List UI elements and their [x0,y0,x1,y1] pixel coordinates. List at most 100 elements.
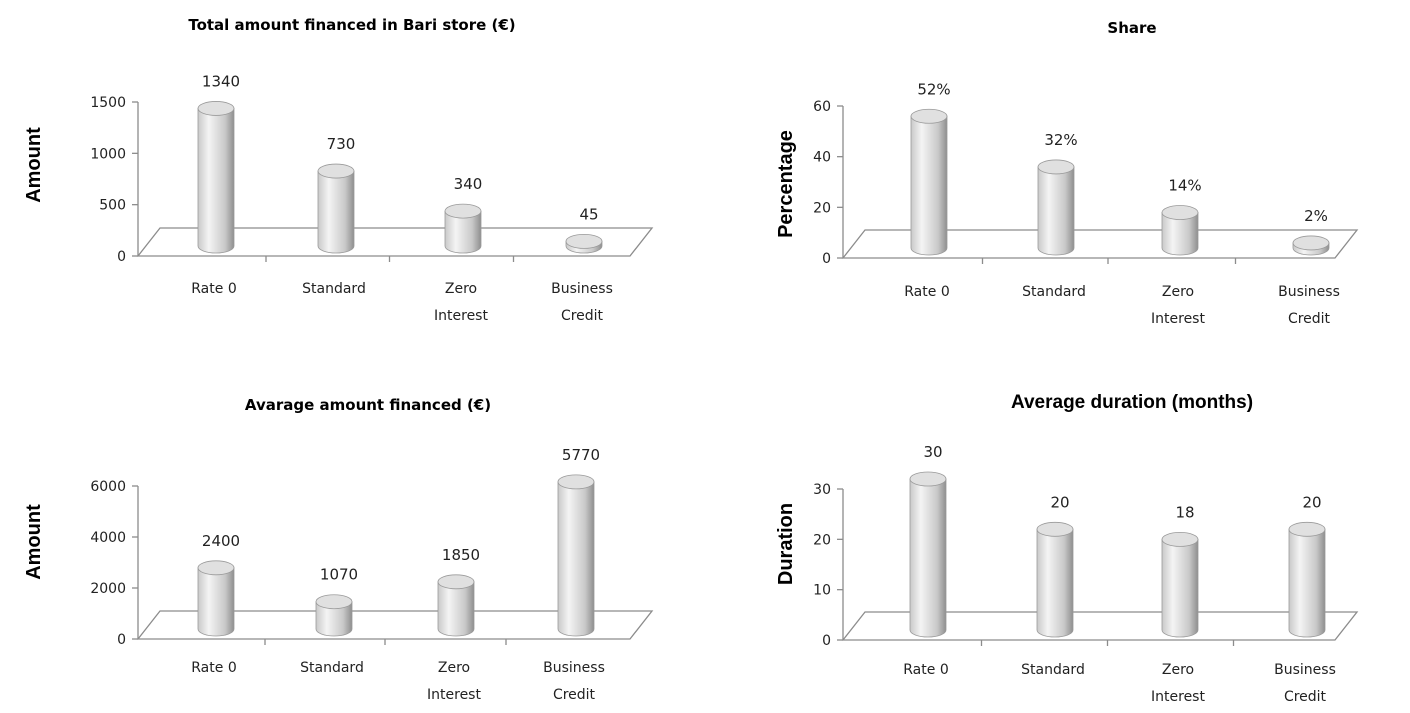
data-label: 730 [327,135,356,153]
bar-body [315,601,353,637]
data-label: 52% [917,80,950,98]
bar [315,594,353,637]
bar-body [910,115,948,256]
bar-top [909,471,947,487]
y-axis-label: Percentage [775,130,797,238]
chart-title: Total amount financed in Bari store (€) [188,16,515,34]
chart-total-amount: Total amount financed in Bari store (€) … [0,0,705,356]
bar-top [1037,159,1075,175]
y-tick-label: 6000 [90,479,126,495]
bar [1036,521,1074,638]
y-tick-label: 1000 [90,146,126,162]
chart-share-svg: Share Percentage 0 20 40 60 52% Rate 0 32% Stan… [775,19,1359,327]
data-label: 20 [1050,493,1069,511]
category-label: Zero [1162,284,1194,300]
bar [444,203,482,254]
chart-floor [136,610,654,640]
bar [1288,521,1326,638]
bar [1292,235,1330,256]
bar-body [1036,528,1074,638]
chart-floor [841,611,1359,641]
category-label: Interest [427,687,481,703]
data-label: 340 [454,175,483,193]
category-label: Standard [300,660,364,676]
bar-top [317,163,355,179]
category-label: Rate 0 [191,281,236,297]
bar [565,233,603,254]
bar-top [1292,235,1330,251]
bar-body [197,567,235,637]
category-label: Zero [1162,662,1194,678]
category-label: Business [1278,284,1340,300]
y-tick-label: 60 [813,99,831,115]
data-label: 5770 [562,446,600,464]
y-tick-label: 0 [822,251,831,267]
bar-top [1288,521,1326,537]
bar-top [1161,205,1199,220]
chart-share: Share Percentage 0 20 40 60 52% Rate 0 32% Stan… [705,0,1410,356]
chart-average-amount-svg: Avarage amount financed (€) Amount 0 2000… [23,396,654,703]
data-label: 1070 [320,566,358,584]
category-label: Rate 0 [904,284,949,300]
chart-average-duration: Average duration (months) Duration 0 10 20… [705,356,1410,712]
chart-title: Share [1107,19,1156,37]
category-label: Credit [1284,689,1327,705]
bar-body [557,481,595,637]
y-axis-label: Duration [775,503,797,585]
data-label: 1340 [202,72,240,90]
y-tick-label: 500 [99,198,126,214]
chart-floor [136,227,654,257]
bar-top [444,203,482,219]
bar [197,101,235,254]
bar-body [909,478,947,638]
bar [197,560,235,637]
y-tick-label: 4000 [90,530,126,546]
data-label: 20 [1302,493,1321,511]
chart-floor [841,229,1359,259]
y-tick-label: 40 [813,150,831,166]
y-tick-label: 20 [813,200,831,216]
category-label: Zero [445,281,477,297]
category-label: Business [543,660,605,676]
chart-total-amount-svg: Total amount financed in Bari store (€) … [23,16,654,324]
y-tick-label: 30 [813,482,831,498]
y-tick-label: 1500 [90,95,126,111]
bar [1161,531,1199,638]
bar-body [444,210,482,254]
y-axis-label: Amount [23,504,45,580]
bar-body [317,170,355,254]
category-label: Credit [1288,311,1331,327]
category-label: Business [551,281,613,297]
y-tick-label: 10 [813,583,831,599]
bar-top [910,108,948,124]
category-label: Standard [302,281,366,297]
category-label: Rate 0 [191,660,236,676]
category-label: Interest [1151,689,1205,705]
bar-top [557,474,595,490]
bar-top [197,101,235,116]
y-tick-label: 0 [117,632,126,648]
y-tick-label: 20 [813,532,831,548]
category-label: Business [1274,662,1336,678]
data-label: 30 [923,443,942,461]
bar-top [315,594,353,610]
chart-title: Average duration (months) [1011,392,1253,413]
bar-body [1288,528,1326,638]
chart-average-duration-svg: Average duration (months) Duration 0 10 20… [775,392,1359,705]
data-label: 45 [579,205,598,223]
data-label: 18 [1175,503,1194,521]
bar-top [197,560,235,576]
bar-body [1161,539,1199,638]
y-axis-label: Amount [23,127,45,203]
y-tick-label: 2000 [90,581,126,597]
category-label: Rate 0 [903,662,948,678]
bar [910,108,948,256]
category-label: Credit [561,308,604,324]
bar [437,574,475,637]
bar [1037,159,1075,256]
data-label: 14% [1168,177,1201,195]
bar-top [1161,531,1199,547]
bar [557,474,595,637]
bar-top [565,233,603,249]
bar [909,471,947,638]
